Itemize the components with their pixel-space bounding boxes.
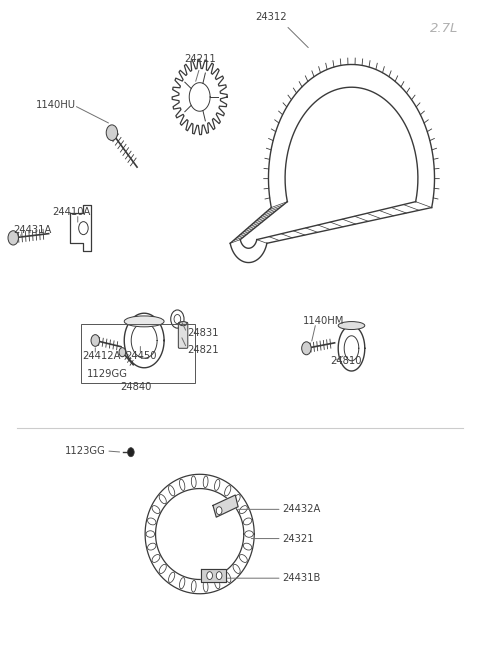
Circle shape: [216, 507, 222, 515]
Polygon shape: [213, 495, 238, 517]
Ellipse shape: [240, 506, 247, 514]
Text: 24821: 24821: [187, 345, 218, 355]
Text: 24321: 24321: [283, 534, 314, 544]
Text: 24432A: 24432A: [283, 504, 321, 514]
Ellipse shape: [192, 476, 196, 487]
Circle shape: [79, 221, 88, 234]
Text: 24840: 24840: [120, 383, 152, 392]
Circle shape: [301, 342, 311, 355]
Ellipse shape: [152, 506, 160, 514]
Ellipse shape: [215, 479, 220, 491]
Ellipse shape: [215, 578, 220, 589]
Ellipse shape: [243, 518, 252, 525]
Ellipse shape: [152, 555, 160, 563]
Circle shape: [106, 125, 118, 140]
Circle shape: [128, 447, 134, 457]
Circle shape: [119, 348, 126, 357]
Ellipse shape: [146, 531, 155, 537]
Ellipse shape: [124, 316, 164, 327]
Ellipse shape: [180, 578, 185, 589]
Text: 24431B: 24431B: [283, 573, 321, 583]
Text: 24810: 24810: [330, 356, 361, 366]
Ellipse shape: [203, 580, 208, 592]
Circle shape: [8, 231, 18, 245]
Text: 1140HM: 1140HM: [302, 316, 344, 326]
Ellipse shape: [192, 580, 196, 592]
Ellipse shape: [233, 565, 240, 574]
Text: 1129GG: 1129GG: [87, 369, 128, 379]
Ellipse shape: [168, 572, 175, 582]
Text: 24312: 24312: [255, 12, 287, 22]
Ellipse shape: [338, 322, 365, 329]
Ellipse shape: [203, 476, 208, 487]
Text: 24410A: 24410A: [53, 207, 91, 217]
Ellipse shape: [179, 322, 187, 326]
Ellipse shape: [225, 485, 231, 496]
Text: 24412A: 24412A: [83, 351, 121, 361]
Text: 24831: 24831: [187, 328, 218, 338]
FancyBboxPatch shape: [179, 322, 188, 348]
Ellipse shape: [168, 485, 175, 496]
Circle shape: [171, 310, 184, 328]
Circle shape: [216, 572, 222, 580]
Circle shape: [207, 572, 213, 580]
Polygon shape: [201, 569, 226, 582]
Text: 1123GG: 1123GG: [64, 446, 105, 456]
Text: 2.7L: 2.7L: [430, 22, 458, 35]
Ellipse shape: [147, 518, 156, 525]
Ellipse shape: [233, 495, 240, 504]
Ellipse shape: [243, 543, 252, 550]
Ellipse shape: [225, 572, 231, 582]
Ellipse shape: [180, 479, 185, 491]
Ellipse shape: [147, 543, 156, 550]
Text: 24431A: 24431A: [13, 225, 51, 235]
Circle shape: [174, 314, 180, 324]
Ellipse shape: [159, 495, 166, 504]
Ellipse shape: [245, 531, 253, 537]
Text: 1140HU: 1140HU: [36, 100, 76, 111]
Ellipse shape: [240, 555, 247, 563]
Text: 24450: 24450: [125, 351, 156, 361]
Text: 24211: 24211: [184, 54, 216, 64]
Circle shape: [91, 335, 99, 346]
Ellipse shape: [159, 565, 166, 574]
